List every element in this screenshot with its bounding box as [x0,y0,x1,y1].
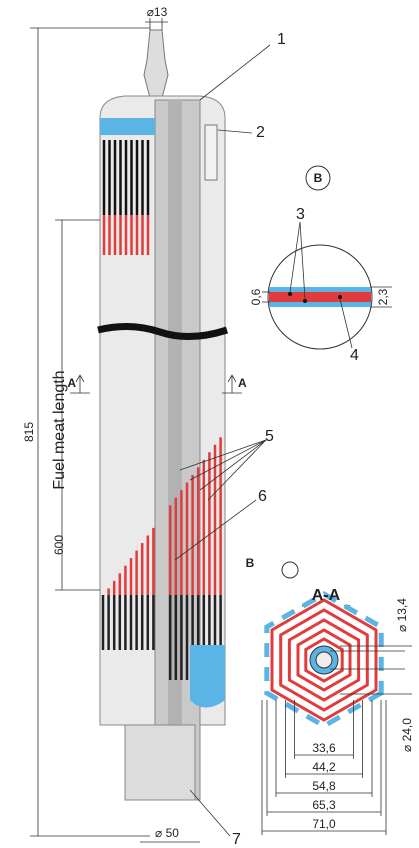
detail-label: B [314,171,323,185]
section-aa [261,561,412,835]
callout: 5 [265,428,274,445]
shape [199,44,271,101]
callout: 6 [258,488,267,505]
shape [168,100,182,800]
callout: 1 [277,31,286,48]
shape [289,221,301,293]
shape [270,598,378,722]
tube-diameter: ⌀ 24,0 [400,718,414,752]
shape [190,645,225,708]
fuel-meat-length: 600 [52,535,66,555]
shape [299,221,306,300]
shape [204,124,218,181]
callout: 2 [256,124,265,141]
shape [189,439,267,481]
inner-diameter: ⌀ 13,4 [395,598,409,632]
group [30,18,271,843]
detail-b [262,165,392,350]
fuel-meat-length-label: Fuel meat length [51,370,68,489]
shape [339,298,353,349]
shape [179,439,267,471]
shape [303,299,307,303]
bottom-diameter: ⌀ 50 [155,826,179,840]
assembly [97,29,229,801]
group [261,700,387,835]
shape [296,628,352,692]
thickness-inner: 0,6 [249,288,263,305]
width-label: 71,0 [312,817,336,831]
width-label: 54,8 [312,779,336,793]
shape [207,439,267,501]
width-label: 65,3 [312,798,336,812]
group [330,645,412,695]
shape [338,295,342,299]
shape [124,724,196,801]
shape [288,292,292,296]
shape [143,29,169,99]
section-mark: A [67,376,76,390]
shape [287,618,361,702]
shape [189,789,231,837]
overall-length: 815 [22,422,36,442]
shape [315,651,333,669]
top-diameter: ⌀13 [147,5,168,19]
shape [279,608,369,712]
shape [100,118,155,135]
shape [304,637,344,683]
callout: 7 [232,831,241,848]
shape [174,499,257,561]
shape [222,374,242,394]
width-label: 33,6 [312,741,336,755]
shape [217,129,253,134]
shape [305,165,331,191]
shape [281,561,299,579]
callout: 4 [350,347,359,364]
detail-ref: B [246,556,255,570]
section-mark: A [238,376,247,390]
shape [70,374,90,394]
shape [97,323,229,341]
shape [269,292,371,302]
callout: 3 [296,206,305,223]
group [101,140,222,680]
section-title: A-A [312,587,341,604]
thickness-outer: 2,3 [376,288,390,305]
shape [199,439,267,491]
group [262,221,392,349]
width-label: 44,2 [312,760,336,774]
